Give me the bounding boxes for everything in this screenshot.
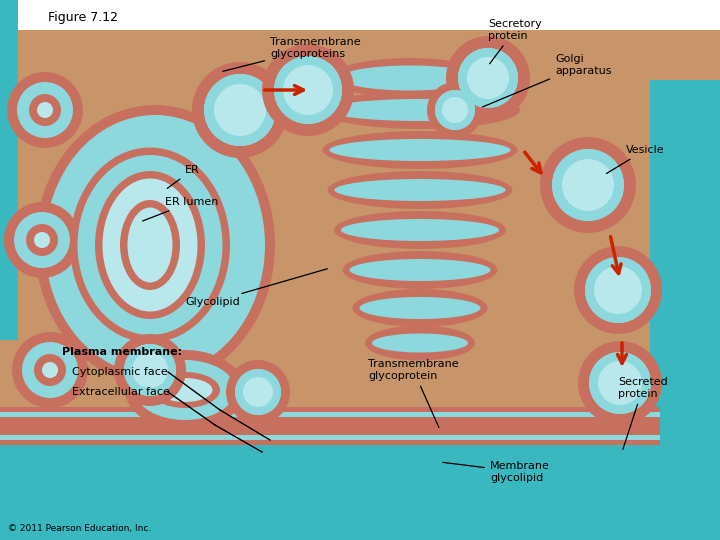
Circle shape: [594, 266, 642, 314]
Circle shape: [214, 84, 266, 136]
Circle shape: [4, 202, 80, 278]
Circle shape: [22, 342, 78, 398]
Circle shape: [235, 369, 281, 415]
Text: Vesicle: Vesicle: [606, 145, 665, 173]
Ellipse shape: [343, 251, 498, 289]
Circle shape: [42, 362, 58, 378]
Ellipse shape: [340, 65, 480, 91]
Circle shape: [132, 352, 168, 388]
Circle shape: [446, 36, 530, 120]
Ellipse shape: [120, 200, 180, 290]
Ellipse shape: [334, 211, 506, 249]
Ellipse shape: [365, 326, 475, 361]
Text: Membrane
glycolipid: Membrane glycolipid: [443, 461, 550, 483]
Ellipse shape: [330, 139, 510, 161]
Circle shape: [34, 354, 66, 386]
Circle shape: [226, 360, 290, 424]
Ellipse shape: [78, 155, 222, 335]
Circle shape: [235, 369, 281, 415]
FancyBboxPatch shape: [0, 0, 18, 340]
FancyBboxPatch shape: [0, 435, 720, 540]
Ellipse shape: [35, 105, 275, 385]
Ellipse shape: [349, 259, 490, 281]
Ellipse shape: [341, 219, 499, 241]
Circle shape: [467, 57, 509, 99]
Circle shape: [589, 352, 651, 414]
Text: Secreted
protein: Secreted protein: [618, 377, 667, 449]
Text: Golgi
apparatus: Golgi apparatus: [482, 54, 611, 107]
Text: Secretory
protein: Secretory protein: [488, 19, 541, 64]
Ellipse shape: [359, 297, 480, 319]
Text: ER: ER: [167, 165, 199, 188]
Circle shape: [26, 224, 58, 256]
Ellipse shape: [70, 147, 230, 342]
Circle shape: [540, 137, 636, 233]
Circle shape: [283, 65, 333, 115]
Circle shape: [552, 149, 624, 221]
Ellipse shape: [158, 378, 212, 402]
Ellipse shape: [150, 372, 220, 408]
Circle shape: [14, 212, 70, 268]
Circle shape: [114, 334, 186, 406]
Ellipse shape: [323, 131, 518, 169]
Circle shape: [37, 102, 53, 118]
Circle shape: [204, 74, 276, 146]
Circle shape: [7, 72, 83, 148]
Circle shape: [17, 82, 73, 138]
Ellipse shape: [372, 334, 468, 353]
Circle shape: [552, 149, 624, 221]
Circle shape: [589, 352, 651, 414]
Ellipse shape: [330, 58, 490, 98]
Circle shape: [574, 246, 662, 334]
Circle shape: [585, 257, 651, 323]
Circle shape: [29, 94, 61, 126]
Circle shape: [435, 90, 475, 130]
Text: Figure 7.12: Figure 7.12: [48, 10, 118, 24]
Circle shape: [458, 48, 518, 108]
Ellipse shape: [353, 289, 487, 327]
Circle shape: [274, 56, 342, 124]
Circle shape: [204, 74, 276, 146]
Text: ER lumen: ER lumen: [143, 197, 218, 221]
FancyBboxPatch shape: [0, 0, 720, 30]
Circle shape: [124, 344, 176, 396]
FancyBboxPatch shape: [0, 407, 660, 445]
Circle shape: [192, 62, 288, 158]
Circle shape: [585, 257, 651, 323]
FancyBboxPatch shape: [650, 80, 720, 460]
Ellipse shape: [135, 360, 235, 420]
Circle shape: [262, 44, 354, 136]
Circle shape: [562, 159, 614, 211]
Circle shape: [243, 377, 273, 407]
Ellipse shape: [327, 99, 513, 121]
Text: Extracellular face: Extracellular face: [72, 387, 170, 397]
Circle shape: [34, 232, 50, 248]
Circle shape: [442, 97, 468, 123]
Ellipse shape: [328, 171, 513, 209]
Circle shape: [124, 344, 176, 396]
Ellipse shape: [127, 207, 173, 282]
Text: Cytoplasmic face: Cytoplasmic face: [72, 367, 168, 377]
Ellipse shape: [102, 179, 197, 312]
Ellipse shape: [320, 91, 520, 129]
FancyBboxPatch shape: [0, 417, 660, 435]
Text: Plasma membrane:: Plasma membrane:: [62, 347, 182, 357]
Text: © 2011 Pearson Education, Inc.: © 2011 Pearson Education, Inc.: [8, 523, 151, 532]
Circle shape: [598, 361, 642, 405]
Circle shape: [274, 56, 342, 124]
Text: Transmembrane
glycoproteins: Transmembrane glycoproteins: [222, 37, 361, 71]
Ellipse shape: [335, 179, 505, 201]
Text: Glycolipid: Glycolipid: [185, 269, 328, 307]
Text: Transmembrane
glycoprotein: Transmembrane glycoprotein: [368, 359, 459, 428]
Circle shape: [427, 82, 483, 138]
Circle shape: [458, 48, 518, 108]
Ellipse shape: [125, 350, 245, 430]
Ellipse shape: [95, 171, 205, 319]
Circle shape: [578, 341, 662, 425]
Circle shape: [435, 90, 475, 130]
FancyBboxPatch shape: [0, 412, 660, 440]
Circle shape: [12, 332, 88, 408]
Ellipse shape: [45, 115, 265, 375]
